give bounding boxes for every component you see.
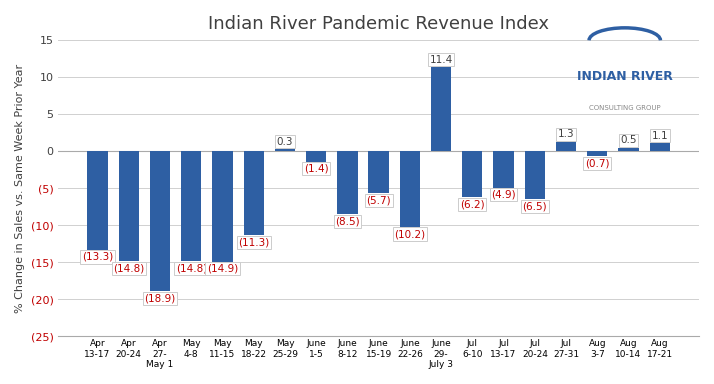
- Bar: [618, 147, 638, 151]
- Bar: [431, 67, 451, 151]
- Text: (8.5): (8.5): [335, 217, 360, 227]
- Bar: [306, 151, 326, 162]
- Text: 0.5: 0.5: [620, 135, 637, 145]
- Bar: [587, 151, 608, 156]
- Text: 1.1: 1.1: [651, 131, 668, 141]
- Bar: [243, 151, 264, 235]
- Text: (0.7): (0.7): [585, 159, 610, 169]
- Bar: [275, 149, 295, 151]
- Bar: [556, 142, 576, 151]
- Text: 0.3: 0.3: [277, 137, 293, 147]
- Bar: [150, 151, 170, 291]
- Text: 1.3: 1.3: [558, 129, 574, 139]
- Text: INDIAN RIVER: INDIAN RIVER: [577, 70, 673, 83]
- Bar: [119, 151, 139, 261]
- Text: (13.3): (13.3): [82, 252, 114, 262]
- Title: Indian River Pandemic Revenue Index: Indian River Pandemic Revenue Index: [208, 15, 549, 33]
- Bar: [462, 151, 483, 197]
- Text: (14.8): (14.8): [176, 263, 207, 273]
- Text: 11.4: 11.4: [430, 55, 453, 65]
- Text: (10.2): (10.2): [394, 229, 426, 239]
- Text: (14.9): (14.9): [207, 264, 238, 274]
- Text: CONSULTING GROUP: CONSULTING GROUP: [589, 104, 660, 111]
- Bar: [650, 143, 670, 151]
- Bar: [212, 151, 233, 262]
- Bar: [87, 151, 108, 250]
- Text: (14.8): (14.8): [114, 263, 144, 273]
- Text: (6.5): (6.5): [523, 202, 547, 212]
- Bar: [400, 151, 420, 227]
- Bar: [493, 151, 513, 187]
- Text: (18.9): (18.9): [144, 293, 176, 303]
- Text: (6.2): (6.2): [460, 199, 485, 209]
- Bar: [368, 151, 389, 194]
- Text: (11.3): (11.3): [238, 237, 269, 247]
- Text: (4.9): (4.9): [491, 190, 516, 200]
- Bar: [525, 151, 545, 199]
- Bar: [181, 151, 201, 261]
- Text: (1.4): (1.4): [304, 164, 328, 174]
- Bar: [337, 151, 358, 214]
- Y-axis label: % Change in Sales vs. Same Week Prior Year: % Change in Sales vs. Same Week Prior Ye…: [15, 64, 25, 313]
- Text: (5.7): (5.7): [366, 196, 391, 206]
